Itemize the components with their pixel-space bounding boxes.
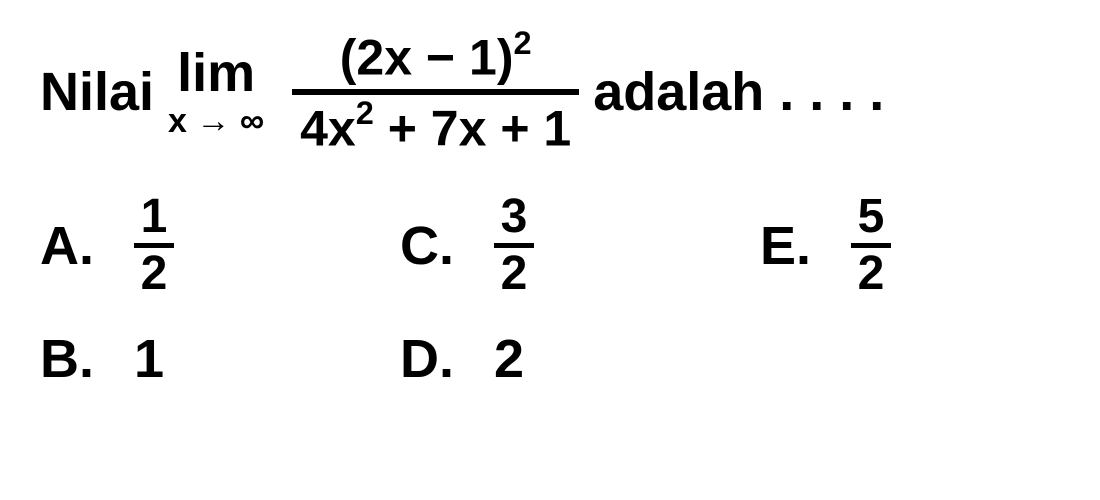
options-row-2: B. 1 D. 2 [40, 328, 1060, 390]
option-C: C. 3 2 [400, 193, 760, 298]
den-a: 4x [300, 100, 356, 156]
limit-target: ∞ [240, 102, 264, 140]
limit-var: x [168, 102, 187, 140]
option-B-letter: B. [40, 328, 94, 390]
numerator: (2x − 1)2 [332, 30, 540, 89]
option-B-value: 1 [134, 328, 164, 390]
option-E-num: 5 [858, 193, 885, 243]
option-A-letter: A. [40, 215, 94, 277]
question-line: Nilai lim x → ∞ (2x − 1)2 4x2 + 7x + 1 a… [40, 30, 1060, 153]
suffix-word: adalah . . . . [593, 65, 884, 119]
option-D-value: 2 [494, 328, 524, 390]
option-A-num: 1 [141, 193, 168, 243]
option-A-fraction: 1 2 [134, 193, 174, 298]
options-row-1: A. 1 2 C. 3 2 E. 5 2 [40, 193, 1060, 298]
option-D: D. 2 [400, 328, 760, 390]
numerator-base: (2x − 1) [340, 30, 514, 86]
option-E-fraction: 5 2 [851, 193, 891, 298]
limit-block: lim x → ∞ [168, 46, 264, 138]
option-E: E. 5 2 [760, 193, 1100, 298]
option-C-num: 3 [501, 193, 528, 243]
limit-arrow: → [196, 102, 230, 140]
limit-bottom: x → ∞ [168, 104, 264, 138]
prefix-word: Nilai [40, 65, 154, 119]
denominator: 4x2 + 7x + 1 [292, 89, 579, 154]
den-a-exp: 2 [356, 95, 374, 131]
options-block: A. 1 2 C. 3 2 E. 5 2 B. 1 D. [40, 193, 1060, 390]
numerator-exp: 2 [513, 25, 531, 61]
option-C-den: 2 [494, 243, 534, 298]
limit-top: lim [177, 46, 255, 100]
option-B: B. 1 [40, 328, 400, 390]
option-A-den: 2 [134, 243, 174, 298]
option-A: A. 1 2 [40, 193, 400, 298]
main-fraction: (2x − 1)2 4x2 + 7x + 1 [292, 30, 579, 153]
option-C-letter: C. [400, 215, 454, 277]
option-D-letter: D. [400, 328, 454, 390]
option-E-letter: E. [760, 215, 811, 277]
option-C-fraction: 3 2 [494, 193, 534, 298]
option-E-den: 2 [851, 243, 891, 298]
den-rest: + 7x + 1 [374, 100, 571, 156]
